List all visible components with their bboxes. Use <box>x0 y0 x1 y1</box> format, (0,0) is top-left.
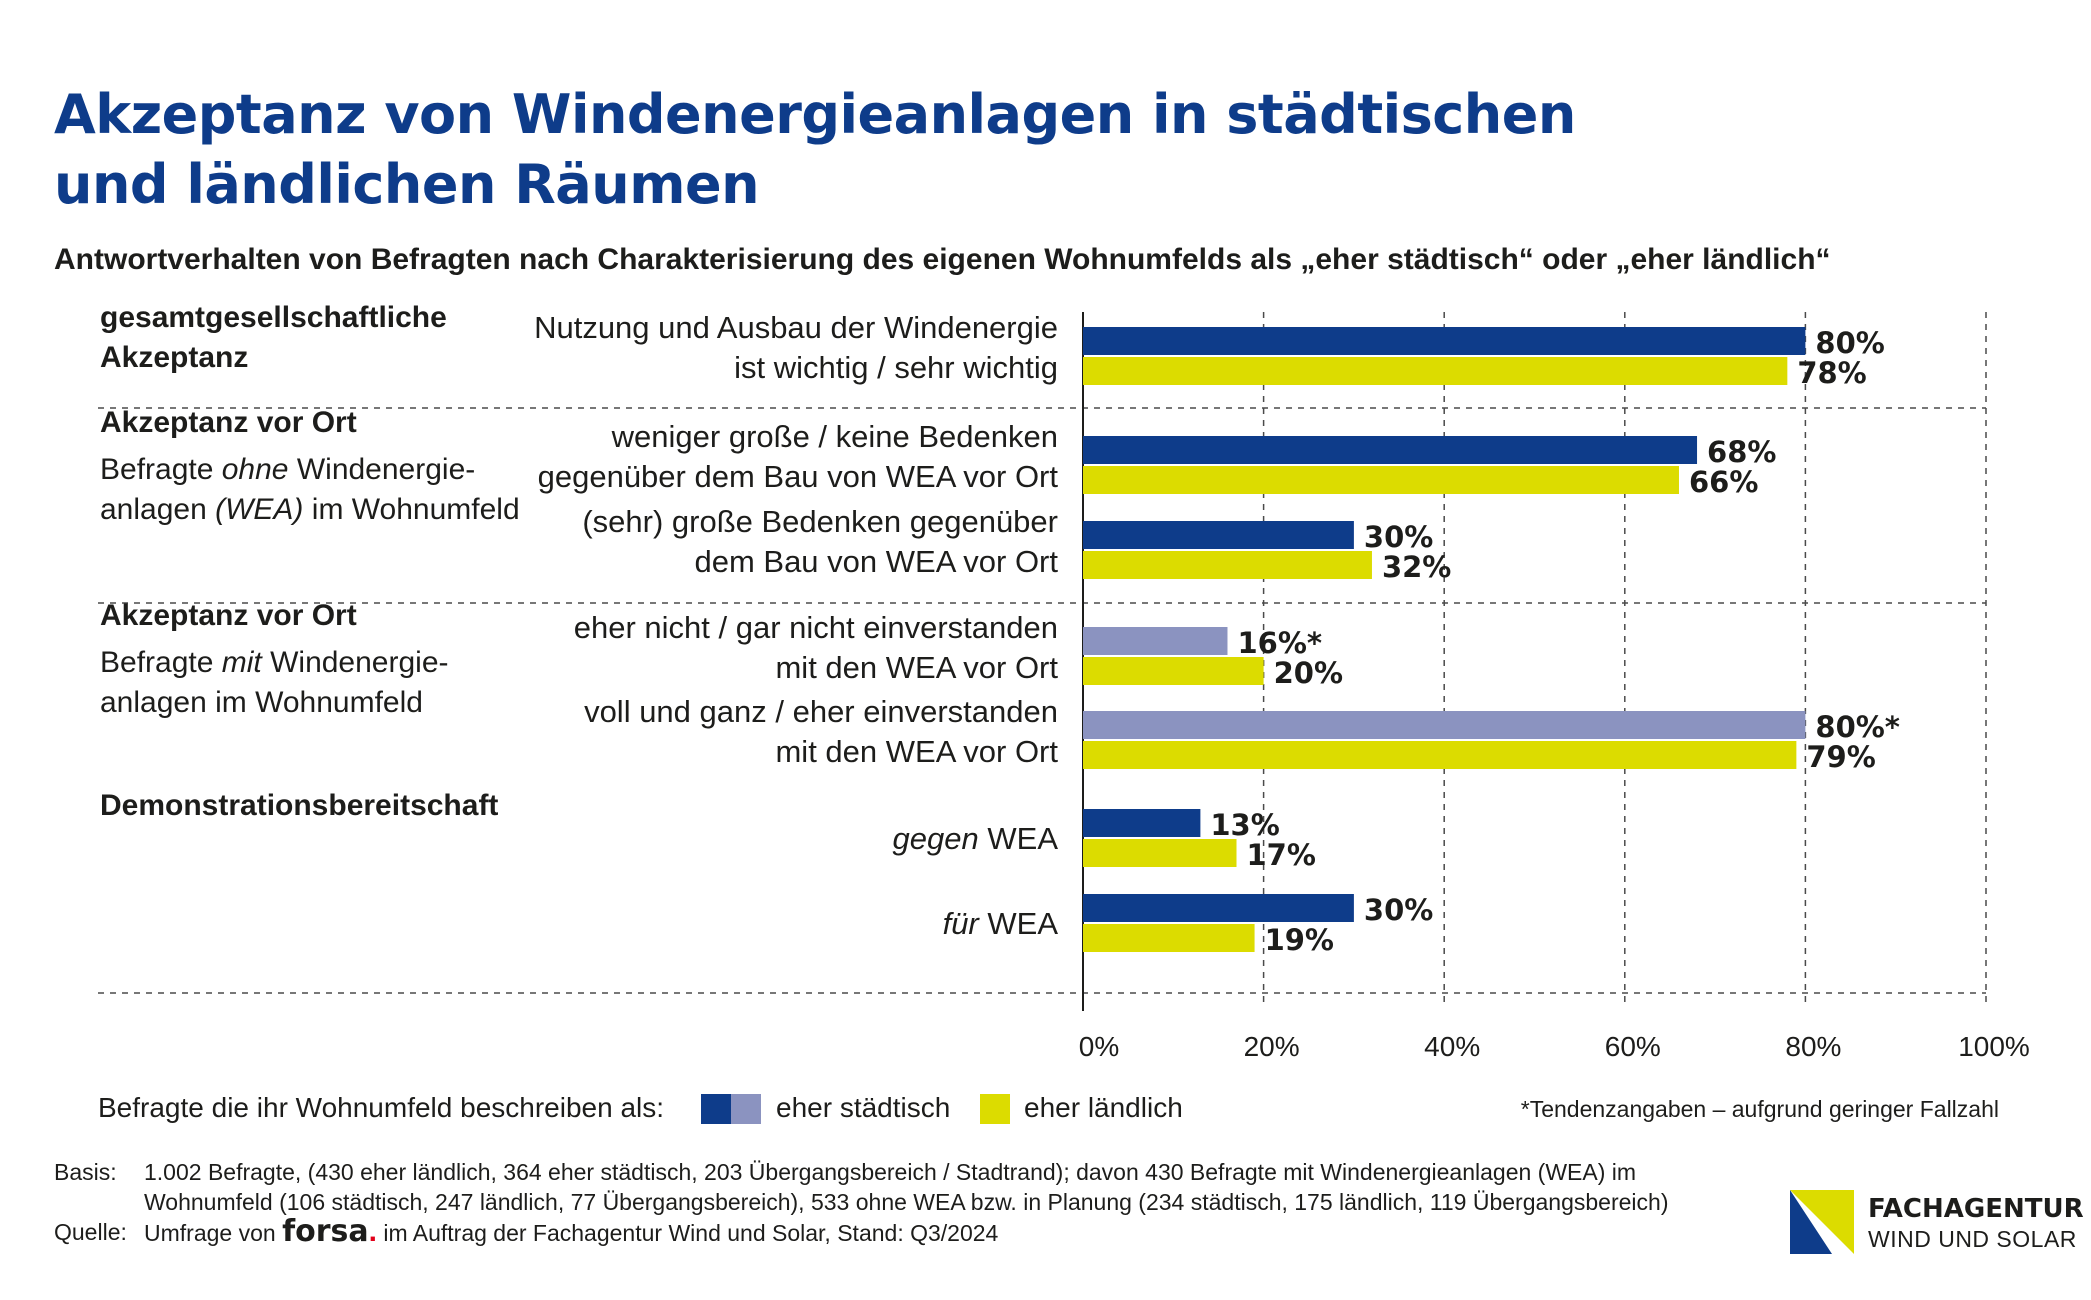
item-label: weniger große / keine Bedenken <box>611 419 1058 454</box>
item-label: ist wichtig / sehr wichtig <box>734 350 1058 385</box>
value-label: 30% <box>1364 520 1433 554</box>
value-label: 80% <box>1815 326 1884 360</box>
logo-text-line1: FACHAGENTUR <box>1868 1194 2084 1224</box>
item-label: Nutzung und Ausbau der Windenergie <box>534 310 1058 345</box>
value-label: 32% <box>1382 550 1451 584</box>
footer-quelle-text: Umfrage von forsa. im Auftrag der Fachag… <box>144 1217 998 1248</box>
bar-staedtisch <box>1083 436 1698 464</box>
value-label: 78% <box>1797 356 1866 390</box>
value-label: 19% <box>1265 923 1334 957</box>
group-title: Akzeptanz <box>100 341 248 374</box>
item-label: mit den WEA vor Ort <box>775 650 1058 685</box>
group-description: Befragte ohne Windenergie- <box>100 453 475 486</box>
item-label: voll und ganz / eher einverstanden <box>584 694 1058 729</box>
x-tick-label: 100% <box>1958 1031 2030 1062</box>
footer-quelle-prefix: Umfrage von <box>144 1220 276 1246</box>
legend: Befragte die ihr Wohnumfeld beschreiben … <box>98 1092 1998 1132</box>
item-label: für WEA <box>943 906 1059 941</box>
x-tick-label: 80% <box>1785 1031 1841 1062</box>
item-label: gegenüber dem Bau von WEA vor Ort <box>538 459 1059 494</box>
bar-laendlich <box>1083 551 1372 579</box>
chart-title-line2: und ländlichen Räumen <box>54 153 760 216</box>
item-label: mit den WEA vor Ort <box>775 734 1058 769</box>
value-label: 30% <box>1364 893 1433 927</box>
value-label: 66% <box>1689 465 1758 499</box>
bar-laendlich <box>1083 741 1797 769</box>
group-title: gesamtgesellschaftliche <box>100 301 447 334</box>
x-tick-label: 40% <box>1424 1031 1480 1062</box>
bar-laendlich <box>1083 466 1679 494</box>
bar-staedtisch <box>1083 327 1806 355</box>
bar-staedtisch <box>1083 627 1228 655</box>
x-tick-label: 60% <box>1605 1031 1661 1062</box>
bar-laendlich <box>1083 839 1237 867</box>
group-title: Demonstrationsbereitschaft <box>100 789 498 822</box>
footer-basis-key: Basis: <box>54 1159 117 1185</box>
bar-staedtisch <box>1083 521 1354 549</box>
fachagentur-logo: FACHAGENTUR WIND UND SOLAR <box>1790 1190 2084 1260</box>
bar-chart: 0% 20% 40% 60% 80% 100% gesamtgesellschaftlich… <box>98 301 2030 1062</box>
tendency-note: *Tendenzangaben – aufgrund geringer Fall… <box>1520 1096 1999 1122</box>
footer-basis-line2: Wohnumfeld (106 städtisch, 247 ländlich,… <box>144 1189 1669 1215</box>
value-label: 13% <box>1210 808 1279 842</box>
x-tick-label: 0% <box>1079 1031 1119 1062</box>
value-label: 20% <box>1274 656 1343 690</box>
item-label: dem Bau von WEA vor Ort <box>694 544 1058 579</box>
legend-label-laendlich: eher ländlich <box>1024 1092 1183 1123</box>
bar-laendlich <box>1083 924 1255 952</box>
legend-swatch-staedtisch <box>701 1094 731 1124</box>
x-tick-label: 20% <box>1244 1031 1300 1062</box>
chart-subtitle: Antwortverhalten von Befragten nach Char… <box>54 243 1831 276</box>
footer-basis-line1: 1.002 Befragte, (430 eher ländlich, 364 … <box>144 1159 1637 1185</box>
footer-quelle-suffix: im Auftrag der Fachagentur Wind und Sola… <box>383 1220 999 1246</box>
legend-swatch-staedtisch-tendenz <box>731 1094 761 1124</box>
item-label: eher nicht / gar nicht einverstanden <box>574 610 1058 645</box>
logo-text-line2: WIND UND SOLAR <box>1868 1226 2077 1252</box>
legend-swatch-laendlich <box>980 1094 1010 1124</box>
value-label: 68% <box>1707 435 1776 469</box>
bar-laendlich <box>1083 357 1788 385</box>
legend-label-staedtisch: eher städtisch <box>776 1092 951 1123</box>
bar-staedtisch <box>1083 809 1201 837</box>
fachagentur-logo-mark-icon <box>1790 1190 1854 1254</box>
bar-staedtisch <box>1083 894 1354 922</box>
bar-staedtisch <box>1083 711 1806 739</box>
item-label: gegen WEA <box>893 821 1059 856</box>
forsa-logo: forsa <box>282 1214 369 1249</box>
value-label: 79% <box>1806 740 1875 774</box>
group-title: Akzeptanz vor Ort <box>100 406 357 439</box>
chart-title-line1: Akzeptanz von Windenergieanlagen in städ… <box>54 83 1576 146</box>
group-description: Befragte mit Windenergie- <box>100 646 449 679</box>
chart-title: Akzeptanz von Windenergieanlagen in städ… <box>54 80 1754 220</box>
bar-laendlich <box>1083 657 1264 685</box>
group-description: anlagen im Wohnumfeld <box>100 686 423 719</box>
value-label: 80%* <box>1815 710 1900 744</box>
footer-quelle-key: Quelle: <box>54 1219 127 1245</box>
value-label: 17% <box>1247 838 1316 872</box>
group-title: Akzeptanz vor Ort <box>100 599 357 632</box>
forsa-logo-dot: . <box>368 1215 377 1248</box>
group-description: anlagen (WEA) im Wohnumfeld <box>100 493 520 526</box>
legend-prefix: Befragte die ihr Wohnumfeld beschreiben … <box>98 1092 665 1123</box>
value-label: 16%* <box>1237 626 1322 660</box>
item-label: (sehr) große Bedenken gegenüber <box>582 504 1058 539</box>
